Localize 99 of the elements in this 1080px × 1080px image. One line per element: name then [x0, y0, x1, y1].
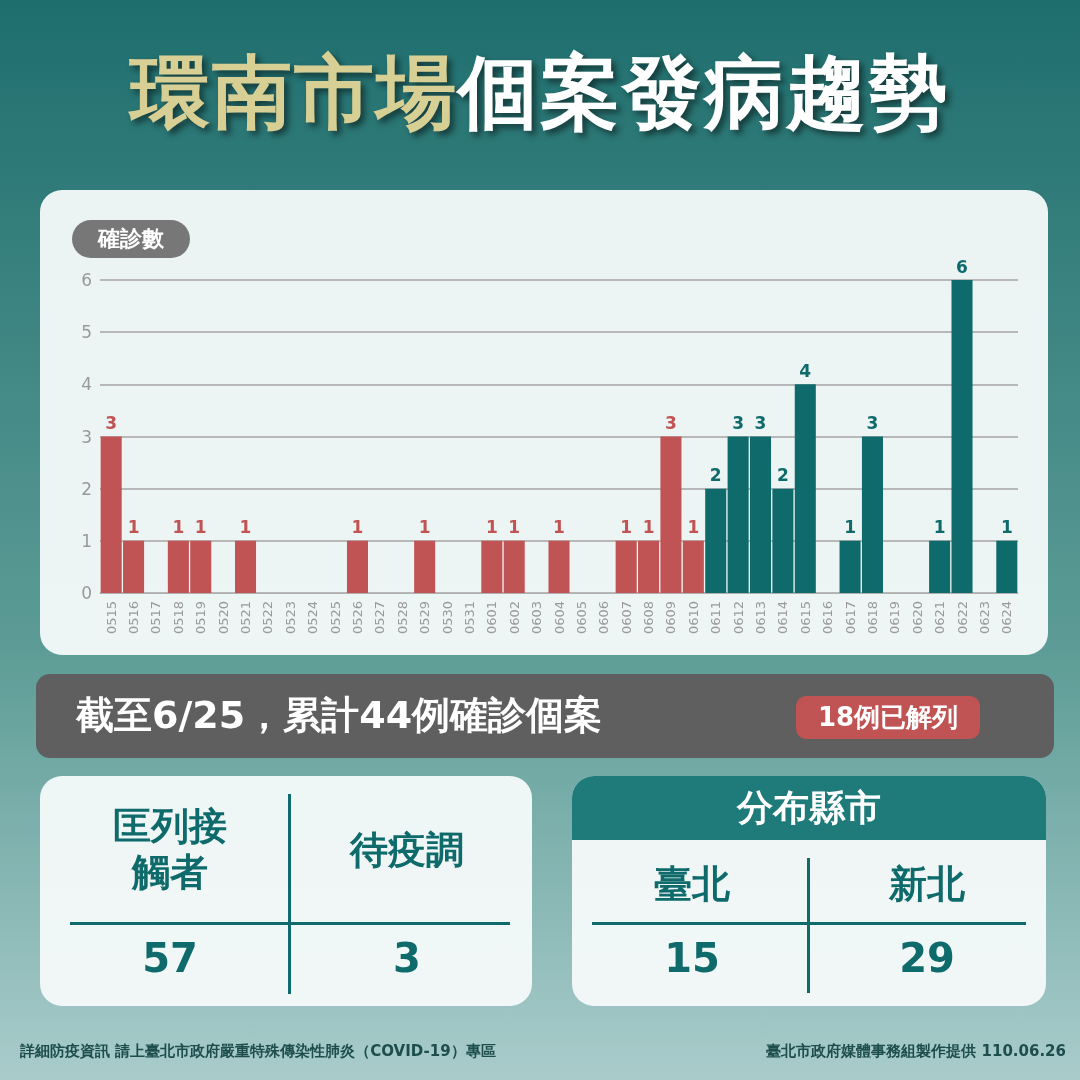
x-tick-label: 0526 — [349, 601, 365, 635]
data-label: 3 — [866, 413, 879, 433]
data-label: 3 — [732, 413, 745, 433]
x-tick-label: 0624 — [999, 601, 1015, 635]
data-label: 1 — [194, 517, 207, 538]
x-tick-label: 0527 — [372, 601, 388, 635]
chart-title: 環南市場個案發病趨勢 — [130, 46, 950, 139]
bar — [548, 540, 570, 593]
x-tick-label: 0614 — [775, 601, 791, 635]
x-tick-label: 0606 — [596, 601, 612, 635]
data-label: 2 — [776, 465, 789, 486]
x-tick-label: 0610 — [685, 601, 701, 635]
data-label: 1 — [642, 517, 655, 538]
bar — [235, 540, 257, 593]
y-tick-label: 4 — [81, 374, 92, 395]
x-tick-label: 0528 — [394, 601, 410, 635]
data-label: 1 — [508, 517, 521, 538]
x-tick-label: 0618 — [864, 601, 880, 635]
x-tick-label: 0515 — [103, 601, 119, 635]
x-tick-label: 0530 — [439, 601, 455, 635]
data-label: 1 — [1000, 517, 1013, 538]
data-label: 6 — [956, 256, 968, 277]
x-tick-label: 0615 — [797, 601, 813, 635]
bar — [414, 540, 436, 593]
x-tick-label: 0521 — [238, 601, 254, 635]
bar — [951, 280, 973, 593]
x-tick-label: 0603 — [529, 601, 545, 635]
x-tick-label: 0602 — [506, 601, 522, 635]
data-label: 1 — [239, 517, 252, 538]
text: 新北 — [888, 862, 966, 908]
x-tick-label: 0520 — [215, 601, 231, 635]
data-label: 3 — [105, 413, 118, 433]
bar — [929, 540, 951, 593]
bar — [503, 540, 525, 593]
text: 臺北 — [653, 862, 731, 908]
data-label: 1 — [844, 517, 856, 538]
data-label: 1 — [553, 517, 565, 538]
y-tick-label: 0 — [81, 583, 92, 603]
x-tick-label: 0620 — [909, 601, 925, 635]
data-label: 1 — [485, 517, 498, 538]
bar — [346, 540, 369, 593]
text: 15 — [663, 934, 721, 982]
y-tick-label: 1 — [81, 530, 92, 551]
text: 待疫調 — [348, 828, 465, 874]
text: 匡列接觸者 — [112, 804, 228, 896]
x-tick-label: 0519 — [193, 601, 209, 635]
x-tick-label: 0524 — [305, 601, 321, 635]
x-tick-label: 0617 — [842, 601, 858, 635]
x-tick-label: 0609 — [663, 601, 679, 635]
data-label: 1 — [351, 517, 364, 538]
data-label: 4 — [799, 360, 812, 381]
x-tick-label: 0619 — [887, 601, 903, 635]
data-label: 1 — [933, 517, 946, 538]
x-tick-label: 0529 — [417, 601, 433, 635]
x-tick-label: 0531 — [461, 601, 477, 635]
x-tick-label: 0523 — [282, 601, 298, 635]
x-tick-label: 0616 — [820, 601, 836, 635]
text: 3 — [392, 934, 422, 982]
y-tick-label: 3 — [81, 426, 92, 447]
x-tick-label: 0613 — [753, 601, 769, 635]
data-label: 2 — [709, 465, 722, 486]
text: 分布縣市 — [572, 776, 1046, 840]
x-tick-label: 0518 — [170, 601, 186, 635]
x-tick-label: 0622 — [954, 601, 970, 635]
x-tick-label: 0621 — [932, 601, 948, 635]
y-tick-label: 5 — [81, 322, 92, 343]
y-tick-label: 6 — [81, 270, 92, 290]
data-label: 1 — [620, 517, 633, 538]
data-label: 1 — [418, 517, 431, 538]
text: 臺北市政府媒體事務組製作提供 110.06.26 — [766, 1042, 1066, 1061]
x-tick-label: 0608 — [641, 601, 657, 635]
x-tick-label: 0522 — [260, 601, 276, 635]
x-tick-label: 0611 — [708, 601, 724, 635]
text: 詳細防疫資訊 請上臺北市政府嚴重特殊傳染性肺炎（COVID-19）專區 — [20, 1042, 496, 1061]
data-label: 1 — [172, 517, 185, 538]
x-tick-label: 0623 — [976, 601, 992, 635]
data-label: 1 — [127, 517, 140, 538]
x-tick-label: 0612 — [730, 601, 746, 635]
bar — [481, 540, 503, 593]
x-tick-label: 0517 — [148, 601, 164, 635]
text: 29 — [898, 934, 956, 982]
x-tick-label: 0607 — [618, 601, 634, 635]
y-tick-label: 2 — [81, 478, 92, 499]
text: 18例已解列 — [796, 696, 981, 739]
bar — [705, 488, 727, 593]
data-label: 1 — [687, 517, 700, 538]
y-axis-title: 確診數 — [72, 220, 190, 258]
bar — [996, 540, 1018, 593]
bar — [682, 540, 704, 593]
x-tick-label: 0525 — [327, 601, 343, 635]
x-tick-label: 0605 — [573, 601, 589, 635]
text: 57 — [141, 934, 199, 982]
data-label: 3 — [665, 413, 677, 433]
bar — [794, 384, 816, 593]
x-tick-label: 0601 — [484, 601, 500, 635]
data-label: 3 — [754, 413, 767, 433]
x-tick-label: 0604 — [551, 601, 567, 635]
x-tick-label: 0516 — [126, 601, 142, 635]
text: 截至6/25，累計44例確診個案 — [76, 692, 603, 739]
